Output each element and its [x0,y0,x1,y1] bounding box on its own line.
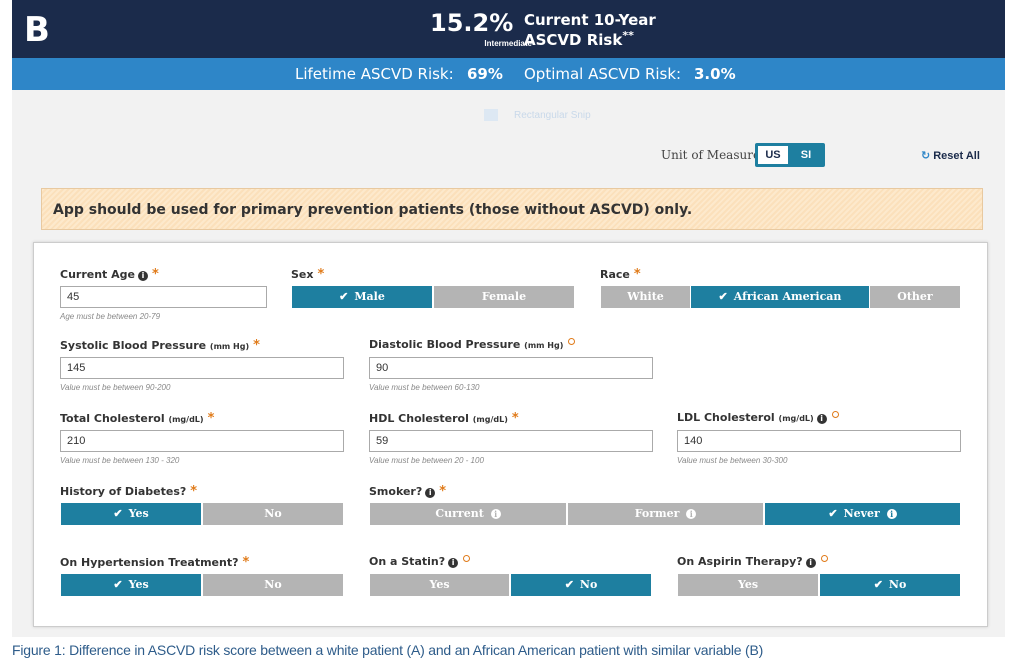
hdl-hint: Value must be between 20 - 100 [369,456,484,465]
unit-si-option[interactable]: SI [800,149,812,161]
required-marker: * [253,338,260,353]
race-white-button[interactable]: White [601,286,690,308]
info-icon[interactable]: i [886,509,897,519]
unit-us-option[interactable]: US [758,146,788,164]
ldl-hint: Value must be between 30-300 [677,456,788,465]
risk-title: Current 10-Year ASCVD Risk** [524,12,684,48]
hdl-label: HDL Cholesterol (mg/dL) * [369,411,519,426]
check-icon: ✔ [113,578,123,591]
info-icon[interactable]: i [816,414,827,424]
risk-header: B 15.2% Intermediate Current 10-Year ASC… [12,0,1005,58]
info-icon[interactable]: i [686,509,697,519]
age-hint: Age must be between 20-79 [60,312,161,321]
htn-yes-button[interactable]: ✔ Yes [61,574,201,596]
smoker-label: Smoker? i * [369,484,447,499]
htn-label: On Hypertension Treatment? * [60,555,250,570]
refresh-icon: ↻ [921,150,931,162]
snip-label: Rectangular Snip [514,110,591,121]
sex-male-button[interactable]: ✔ Male [292,286,432,308]
total-cholesterol-input[interactable]: 210 [60,430,344,452]
lifetime-risk-bar: Lifetime ASCVD Risk: 69% Optimal ASCVD R… [12,58,1005,90]
sbp-hint: Value must be between 90-200 [60,383,171,392]
statin-yes-button[interactable]: Yes [370,574,509,596]
risk-title-marker: ** [622,29,634,42]
ldl-input[interactable]: 140 [677,430,961,452]
required-marker: * [190,484,198,499]
dbp-input[interactable]: 90 [369,357,653,379]
info-icon[interactable]: i [805,558,816,568]
risk-title-line2: ASCVD Risk [524,31,623,49]
reset-all-button[interactable]: ↻ Reset All [921,149,980,162]
optional-marker [831,411,839,418]
unit-of-measure-label: Unit of Measure [661,148,761,162]
required-marker: * [207,411,215,426]
check-icon: ✔ [828,507,838,520]
aspirin-label: On Aspirin Therapy? i [677,555,828,568]
race-label: Race * [600,267,641,282]
sbp-input[interactable]: 145 [60,357,344,379]
lifetime-risk-label: Lifetime ASCVD Risk: [295,65,454,83]
unit-toggle[interactable]: US SI [755,143,825,167]
required-marker: * [151,267,159,282]
info-icon[interactable]: i [448,558,459,568]
optional-marker [568,338,576,345]
required-marker: * [439,484,447,499]
dbp-label: Diastolic Blood Pressure (mm Hg) [369,338,576,351]
dbp-hint: Value must be between 60-130 [369,383,480,392]
risk-form: Current Age i * 45 Age must be between 20-… [33,242,988,627]
lifetime-risk-value: 69% [467,65,503,83]
statin-no-button[interactable]: ✔ No [511,574,651,596]
risk-category: Intermediate [484,39,532,48]
race-african-american-button[interactable]: ✔ African American [691,286,869,308]
htn-no-button[interactable]: No [203,574,343,596]
diabetes-no-button[interactable]: No [203,503,343,525]
statin-label: On a Statin? i [369,555,471,568]
tc-label: Total Cholesterol (mg/dL) * [60,411,215,426]
check-icon: ✔ [873,578,883,591]
diabetes-label: History of Diabetes? * [60,484,198,499]
hdl-input[interactable]: 59 [369,430,653,452]
ldl-label: LDL Cholesterol (mg/dL) i [677,411,839,424]
smoker-former-button[interactable]: Former i [568,503,763,525]
check-icon: ✔ [564,578,574,591]
sbp-label: Systolic Blood Pressure (mm Hg) * [60,338,260,353]
sex-label: Sex * [291,267,325,282]
optional-marker [463,555,471,562]
required-marker: * [242,555,250,570]
smoker-current-button[interactable]: Current i [370,503,566,525]
primary-prevention-warning: App should be used for primary preventio… [41,188,983,230]
required-marker: * [633,267,641,282]
optimal-risk-label: Optimal ASCVD Risk: [524,65,682,83]
check-icon: ✔ [113,507,123,520]
smoker-never-button[interactable]: ✔ Never i [765,503,960,525]
required-marker: * [317,267,325,282]
current-risk-value: 15.2% [430,9,514,37]
race-other-button[interactable]: Other [870,286,960,308]
snip-icon [484,109,498,121]
info-icon[interactable]: i [490,509,501,519]
age-input[interactable]: 45 [60,286,267,308]
aspirin-yes-button[interactable]: Yes [678,574,818,596]
diabetes-yes-button[interactable]: ✔ Yes [61,503,201,525]
tc-hint: Value must be between 130 - 320 [60,456,180,465]
risk-title-line1: Current 10-Year [524,11,656,29]
reset-all-label: Reset All [933,150,980,162]
sex-female-button[interactable]: Female [434,286,574,308]
check-icon: ✔ [718,290,728,303]
age-label: Current Age i * [60,267,159,282]
snip-overlay: Rectangular Snip [484,106,624,126]
optional-marker [820,555,828,562]
panel-letter: B [24,10,50,50]
figure-caption: Figure 1: Difference in ASCVD risk score… [12,642,764,658]
required-marker: * [511,411,519,426]
info-icon[interactable]: i [425,488,436,498]
info-icon[interactable]: i [137,271,148,281]
optimal-risk-value: 3.0% [694,65,736,83]
check-icon: ✔ [339,290,349,303]
aspirin-no-button[interactable]: ✔ No [820,574,960,596]
